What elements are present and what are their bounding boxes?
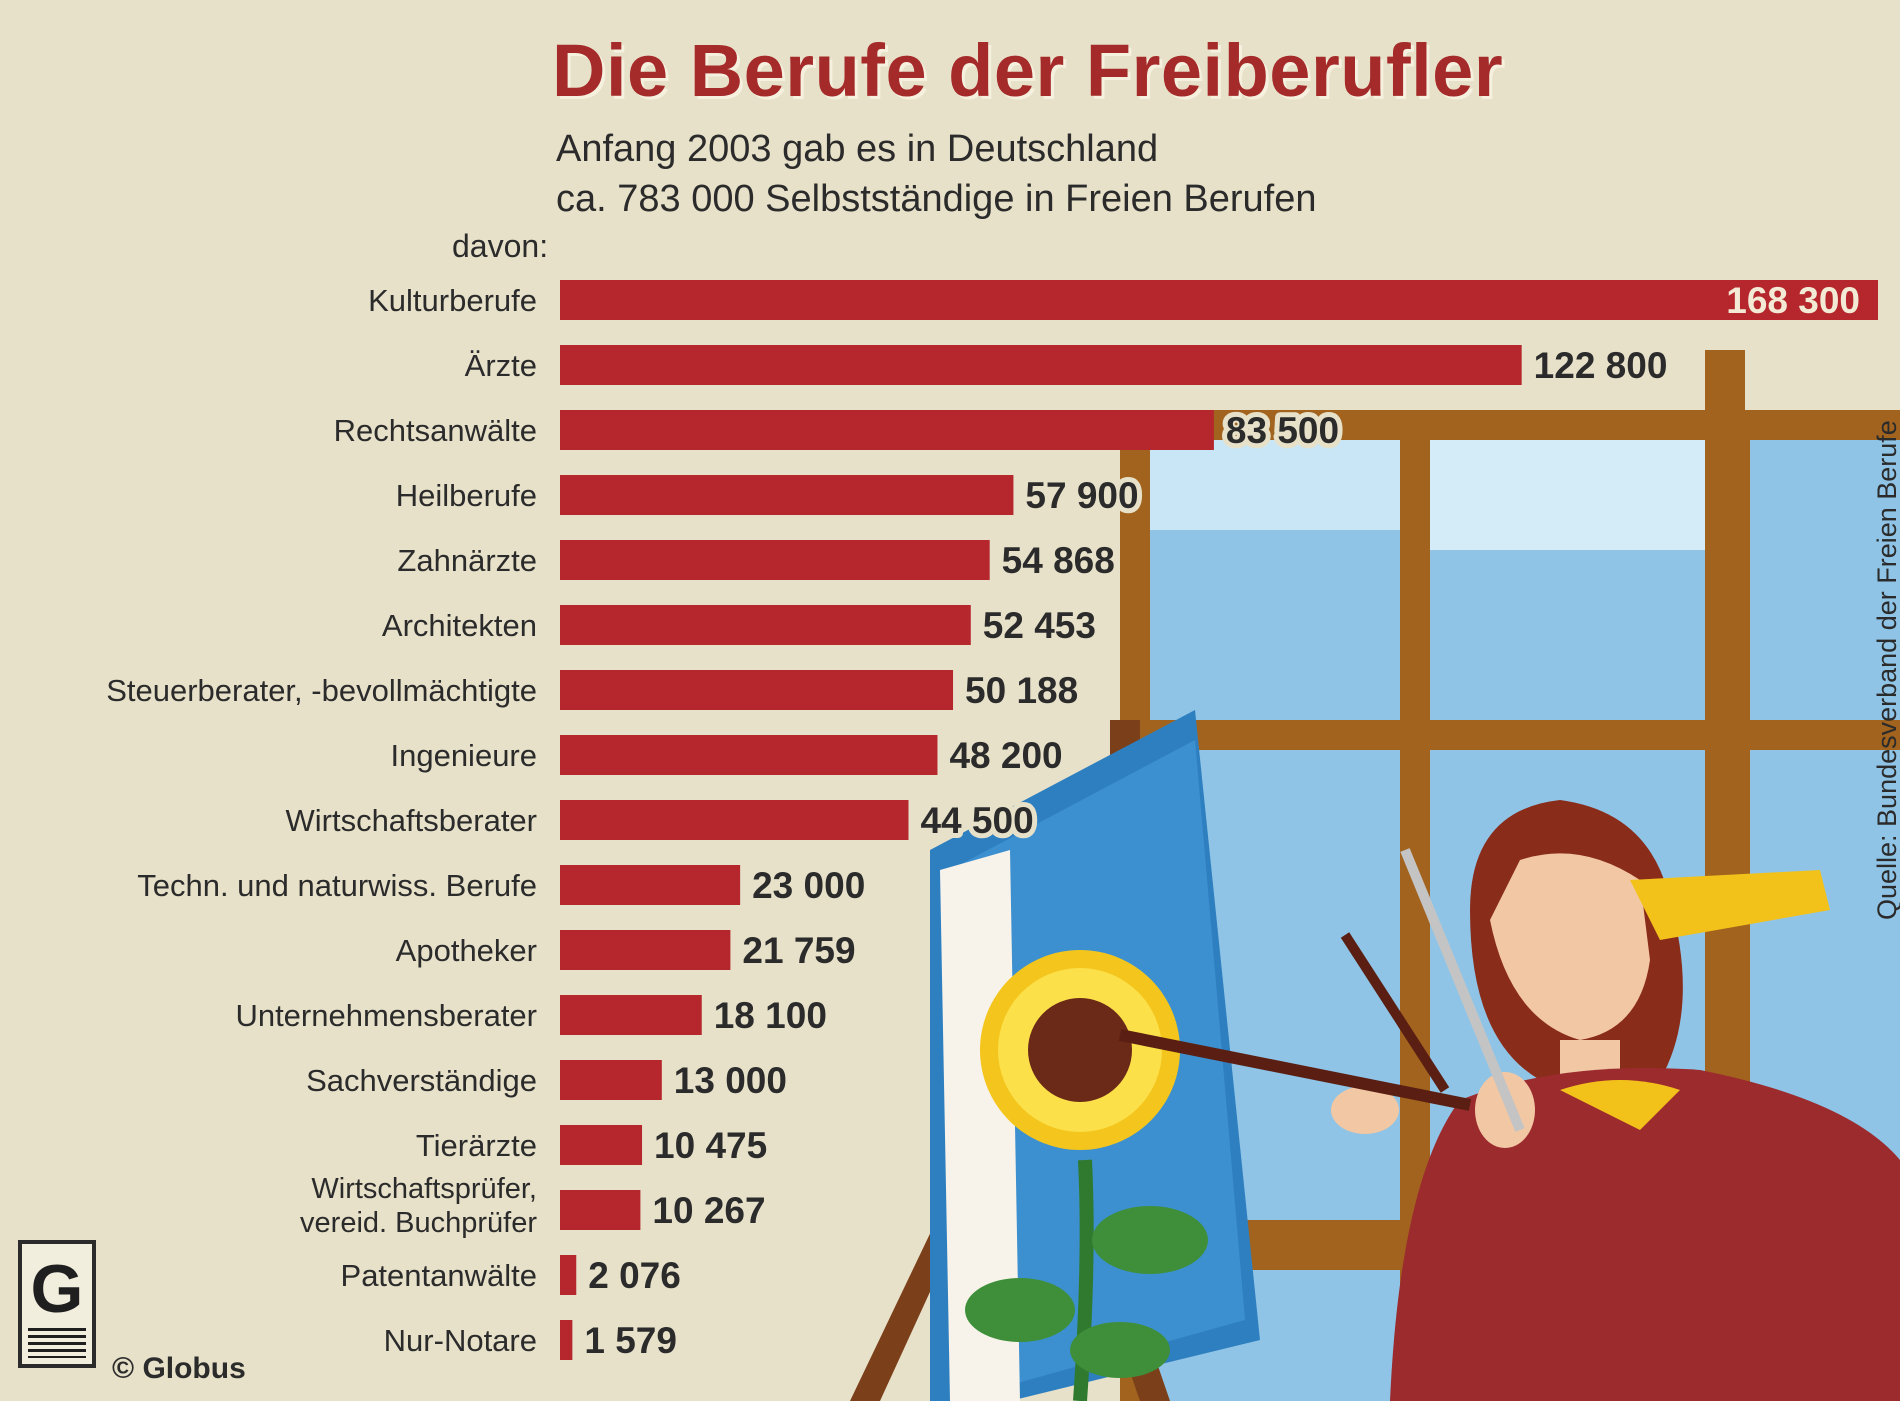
category-label: Rechtsanwälte [334, 413, 537, 448]
chart-title: Die Berufe der Freiberufler [552, 29, 1504, 112]
data-label: 10 475 [654, 1125, 767, 1166]
source-note: Quelle: Bundesverband der Freien Berufe [1872, 420, 1900, 920]
category-label: Nur-Notare [384, 1323, 537, 1358]
bar [560, 930, 731, 970]
bar [560, 1255, 577, 1295]
category-label: Unternehmensberater [235, 998, 537, 1033]
bar [560, 1320, 573, 1360]
bar [560, 540, 990, 580]
bar [560, 865, 741, 905]
category-label: Techn. und naturwiss. Berufe [137, 868, 537, 903]
bar [560, 475, 1014, 515]
bar [560, 280, 1878, 320]
data-label: 57 900 [1025, 475, 1138, 516]
data-label: 1 579 [584, 1320, 677, 1361]
data-label: 168 300 [1726, 280, 1860, 321]
data-label: 13 000 [674, 1060, 787, 1101]
category-label: Steuerberater, -bevollmächtigte [106, 673, 537, 708]
category-label-line: Wirtschaftsprüfer, [311, 1173, 537, 1205]
bar [560, 1190, 641, 1230]
category-header: davon: [452, 228, 549, 264]
data-label: 21 759 [742, 930, 855, 971]
globus-logo: G [18, 1240, 96, 1368]
sunflower [965, 950, 1208, 1401]
category-label: Apotheker [396, 933, 537, 968]
category-label: Wirtschaftsberater [285, 803, 537, 838]
globus-logo-letter: G [30, 1251, 84, 1327]
chart-subtitle-line-2: ca. 783 000 Selbstständige in Freien Ber… [556, 178, 1317, 220]
chart-subtitle-line-1: Anfang 2003 gab es in Deutschland [556, 128, 1159, 170]
category-label: Heilberufe [396, 478, 537, 513]
data-label: 122 800 [1534, 345, 1668, 386]
bar [560, 670, 954, 710]
bar [560, 410, 1214, 450]
bar [560, 995, 702, 1035]
bar [560, 345, 1522, 385]
data-label: 18 100 [714, 995, 827, 1036]
bar [560, 735, 938, 775]
bar [560, 800, 909, 840]
bar [560, 1060, 662, 1100]
category-label: Zahnärzte [397, 543, 537, 578]
category-label: Ingenieure [390, 738, 537, 773]
category-label: Wirtschaftsprüfer, vereid. Buchprüfer [300, 1173, 537, 1239]
data-label: 23 000 [752, 865, 865, 906]
data-label: 52 453 [983, 605, 1096, 646]
category-label: Patentanwälte [341, 1258, 537, 1293]
category-label-line: vereid. Buchprüfer [300, 1207, 537, 1239]
data-label: 44 500 [920, 800, 1033, 841]
bar [560, 605, 971, 645]
category-label: Ärzte [465, 348, 537, 383]
data-label: 2 076 [588, 1255, 681, 1296]
data-label: 48 200 [949, 735, 1062, 776]
category-label: Sachverständige [306, 1063, 537, 1098]
data-label: 10 267 [652, 1190, 765, 1231]
globus-logo-stripes [28, 1328, 86, 1358]
category-label: Tierärzte [416, 1128, 537, 1163]
painter [1118, 800, 1900, 1401]
bar [560, 1125, 643, 1165]
copyright-note: © Globus [112, 1352, 246, 1385]
category-label: Architekten [382, 608, 537, 643]
data-label: 83 500 [1226, 410, 1339, 451]
data-label: 50 188 [965, 670, 1078, 711]
data-label: 54 868 [1002, 540, 1115, 581]
category-label: Kulturberufe [368, 283, 537, 318]
